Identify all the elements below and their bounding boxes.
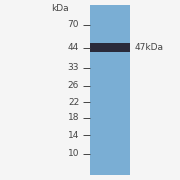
Text: kDa: kDa bbox=[51, 4, 68, 13]
Text: 26: 26 bbox=[68, 81, 79, 90]
Bar bbox=[90, 5, 130, 175]
Text: 10: 10 bbox=[68, 149, 79, 158]
Text: 22: 22 bbox=[68, 98, 79, 107]
Text: 44: 44 bbox=[68, 43, 79, 52]
Text: 18: 18 bbox=[68, 113, 79, 122]
Text: 47kDa: 47kDa bbox=[134, 43, 163, 52]
Text: 70: 70 bbox=[68, 20, 79, 29]
Text: 33: 33 bbox=[68, 63, 79, 72]
Bar bbox=[90, 43, 130, 52]
Text: 14: 14 bbox=[68, 131, 79, 140]
